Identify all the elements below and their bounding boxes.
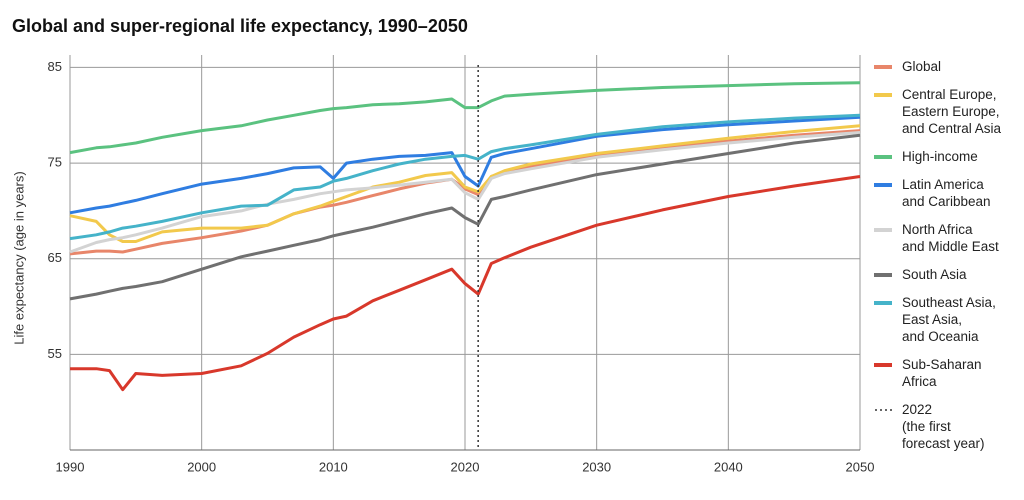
y-tick-label: 65	[48, 250, 62, 265]
legend-swatch	[874, 155, 892, 159]
legend-item: High-income	[874, 148, 1020, 165]
y-tick-label: 55	[48, 346, 62, 361]
legend-item: North Africa and Middle East	[874, 221, 1020, 255]
legend-item: 2022 (the first forecast year)	[874, 401, 1020, 452]
legend-item: South Asia	[874, 266, 1020, 283]
x-tick-label: 2050	[846, 459, 875, 474]
legend-label: Southeast Asia, East Asia, and Oceania	[902, 295, 996, 344]
legend-swatch	[874, 301, 892, 305]
legend-item: Central Europe, Eastern Europe, and Cent…	[874, 86, 1020, 137]
legend-label: High-income	[902, 149, 978, 164]
series-line	[69, 115, 861, 215]
series-line	[69, 81, 861, 155]
x-tick-label: 2020	[451, 459, 480, 474]
x-tick-label: 1990	[56, 459, 85, 474]
legend-label: South Asia	[902, 267, 967, 282]
y-tick-label: 75	[48, 155, 62, 170]
legend-swatch	[874, 93, 892, 97]
series-line	[69, 113, 861, 241]
x-tick-label: 2010	[319, 459, 348, 474]
legend-swatch	[874, 363, 892, 367]
x-tick-label: 2030	[582, 459, 611, 474]
legend-item: Southeast Asia, East Asia, and Oceania	[874, 294, 1020, 345]
x-tick-label: 2000	[187, 459, 216, 474]
legend-item: Global	[874, 58, 1020, 75]
legend-item: Latin America and Caribbean	[874, 176, 1020, 210]
legend-label: Central Europe, Eastern Europe, and Cent…	[902, 87, 1002, 136]
legend-swatch	[874, 273, 892, 277]
legend-swatch	[874, 183, 892, 187]
legend-label: Sub-Saharan Africa	[902, 357, 982, 389]
y-tick-label: 85	[48, 59, 62, 74]
series-line	[70, 175, 861, 392]
series-line	[69, 129, 861, 256]
series-line	[69, 133, 861, 301]
y-axis-label: Life expectancy (age in years)	[11, 171, 26, 344]
legend-swatch	[875, 409, 892, 411]
legend-label: Global	[902, 59, 942, 74]
legend-label: 2022 (the first forecast year)	[902, 402, 985, 451]
legend-swatch	[874, 228, 892, 232]
legend-item: Sub-Saharan Africa	[874, 356, 1020, 390]
x-tick-label: 2040	[714, 459, 743, 474]
series-line	[69, 131, 861, 254]
legend-label: Latin America and Caribbean	[902, 177, 991, 209]
legend-swatch	[874, 65, 892, 69]
legend-label: North Africa and Middle East	[902, 222, 999, 254]
legend: Global Central Europe, Eastern Europe, an…	[874, 58, 1020, 452]
chart-title: Global and super-regional life expectanc…	[12, 16, 468, 36]
